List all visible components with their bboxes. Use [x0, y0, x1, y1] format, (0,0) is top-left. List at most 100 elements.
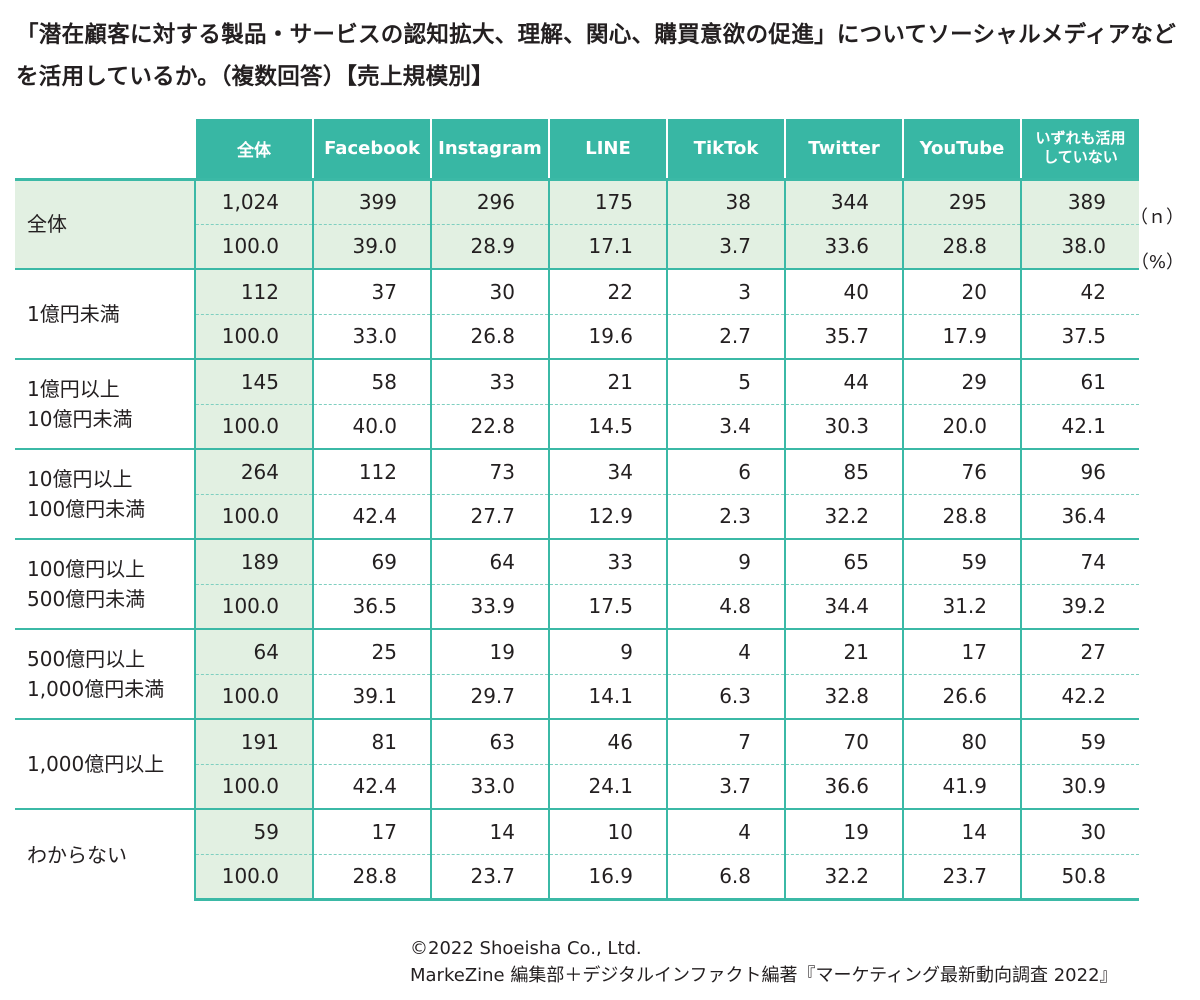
count-cell: 17 — [312, 808, 431, 854]
percent-cell: 4.8 — [666, 583, 785, 629]
percent-cell: 50.8 — [1020, 853, 1139, 901]
count-cell: 344 — [784, 177, 903, 224]
percent-cell: 33.0 — [430, 763, 549, 809]
count-cell: 21 — [784, 628, 903, 674]
row-label: わからない — [15, 808, 195, 899]
count-cell: 399 — [312, 177, 431, 224]
table-row-percent: 100.0 39.0 28.9 17.1 3.7 33.6 28.8 38.0 — [15, 223, 1139, 269]
percent-cell: 32.2 — [784, 853, 903, 901]
count-cell: 64 — [430, 538, 549, 584]
count-cell: 65 — [784, 538, 903, 584]
percent-cell: 36.5 — [312, 583, 431, 629]
percent-cell: 39.1 — [312, 673, 431, 719]
table-row-count: 10億円以上 100億円未満 264 112 73 34 6 85 76 96 — [15, 448, 1139, 539]
count-cell: 25 — [312, 628, 431, 674]
count-cell: 296 — [430, 177, 549, 224]
percent-cell: 100.0 — [194, 223, 313, 269]
count-cell: 80 — [902, 718, 1021, 764]
table-row-percent: 100.0 36.5 33.9 17.5 4.8 34.4 31.2 39.2 — [15, 583, 1139, 629]
percent-cell: 100.0 — [194, 493, 313, 539]
col-header-youtube: YouTube — [902, 119, 1021, 179]
percent-cell: 32.2 — [784, 493, 903, 539]
row-label: 1億円以上 10億円未満 — [15, 358, 195, 449]
percent-cell: 6.3 — [666, 673, 785, 719]
percent-cell: 26.6 — [902, 673, 1021, 719]
table-row-count: 1,000億円以上 191 81 63 46 7 70 80 59 — [15, 718, 1139, 809]
count-cell: 37 — [312, 268, 431, 314]
unit-n-label: （ｎ） — [1130, 207, 1184, 228]
percent-cell: 29.7 — [430, 673, 549, 719]
count-cell: 81 — [312, 718, 431, 764]
row-label: 全体 — [15, 177, 195, 269]
row-label: 1億円未満 — [15, 268, 195, 359]
percent-cell: 3.7 — [666, 223, 785, 269]
percent-cell: 100.0 — [194, 403, 313, 449]
count-cell: 4 — [666, 628, 785, 674]
count-cell: 63 — [430, 718, 549, 764]
count-cell: 21 — [548, 358, 667, 404]
table-row-count: 1億円以上 10億円未満 145 58 33 21 5 44 29 61 — [15, 358, 1139, 449]
count-cell: 33 — [430, 358, 549, 404]
percent-cell: 30.9 — [1020, 763, 1139, 809]
count-cell: 295 — [902, 177, 1021, 224]
count-cell: 19 — [430, 628, 549, 674]
percent-cell: 36.4 — [1020, 493, 1139, 539]
count-cell: 4 — [666, 808, 785, 854]
percent-cell: 19.6 — [548, 313, 667, 359]
table-row-percent: 100.0 42.4 33.0 24.1 3.7 36.6 41.9 30.9 — [15, 763, 1139, 809]
page-title: 「潜在顧客に対する製品・サービスの認知拡大、理解、関心、購買意欲の促進」について… — [16, 22, 1177, 90]
count-cell: 58 — [312, 358, 431, 404]
percent-cell: 37.5 — [1020, 313, 1139, 359]
count-cell: 17 — [902, 628, 1021, 674]
table-row-count: 全体 1,024 399 296 175 38 344 295 389 — [15, 177, 1139, 269]
count-cell: 30 — [1020, 808, 1139, 854]
percent-cell: 41.9 — [902, 763, 1021, 809]
table-row-percent: 100.0 42.4 27.7 12.9 2.3 32.2 28.8 36.4 — [15, 493, 1139, 539]
percent-cell: 2.7 — [666, 313, 785, 359]
col-header-tiktok: TikTok — [666, 119, 785, 179]
col-header-instagram: Instagram — [430, 119, 549, 179]
count-cell: 3 — [666, 268, 785, 314]
percent-cell: 36.6 — [784, 763, 903, 809]
percent-cell: 33.9 — [430, 583, 549, 629]
col-header-facebook: Facebook — [312, 119, 431, 179]
percent-cell: 27.7 — [430, 493, 549, 539]
percent-cell: 14.1 — [548, 673, 667, 719]
percent-cell: 17.5 — [548, 583, 667, 629]
percent-cell: 17.9 — [902, 313, 1021, 359]
table-row-percent: 100.0 28.8 23.7 16.9 6.8 32.2 23.7 50.8 — [15, 853, 1139, 901]
count-cell: 27 — [1020, 628, 1139, 674]
percent-cell: 30.3 — [784, 403, 903, 449]
count-cell: 85 — [784, 448, 903, 494]
percent-cell: 100.0 — [194, 313, 313, 359]
count-cell: 1,024 — [194, 177, 313, 224]
percent-cell: 28.8 — [312, 853, 431, 901]
percent-cell: 100.0 — [194, 673, 313, 719]
percent-cell: 100.0 — [194, 763, 313, 809]
count-cell: 42 — [1020, 268, 1139, 314]
count-cell: 59 — [1020, 718, 1139, 764]
percent-cell: 28.8 — [902, 493, 1021, 539]
row-label: 500億円以上 1,000億円未満 — [15, 628, 195, 719]
percent-cell: 12.9 — [548, 493, 667, 539]
count-cell: 175 — [548, 177, 667, 224]
count-cell: 389 — [1020, 177, 1139, 224]
count-cell: 9 — [548, 628, 667, 674]
count-cell: 30 — [430, 268, 549, 314]
credits: ©2022 Shoeisha Co., Ltd. MarkeZine 編集部＋デ… — [410, 935, 1118, 989]
data-table: 全体 Facebook Instagram LINE TikTok Twitte… — [15, 119, 1139, 901]
percent-cell: 23.7 — [902, 853, 1021, 901]
count-cell: 38 — [666, 177, 785, 224]
count-cell: 40 — [784, 268, 903, 314]
table-row-count: 500億円以上 1,000億円未満 64 25 19 9 4 21 17 27 — [15, 628, 1139, 719]
percent-cell: 42.4 — [312, 493, 431, 539]
table-body: 全体 1,024 399 296 175 38 344 295 389 100.0 39.0 28.9… — [15, 177, 1139, 901]
count-cell: 59 — [902, 538, 1021, 584]
table-row-percent: 100.0 40.0 22.8 14.5 3.4 30.3 20.0 42.1 — [15, 403, 1139, 449]
percent-cell: 42.4 — [312, 763, 431, 809]
col-header-line: LINE — [548, 119, 667, 179]
row-label: 10億円以上 100億円未満 — [15, 448, 195, 539]
percent-cell: 23.7 — [430, 853, 549, 901]
count-cell: 112 — [312, 448, 431, 494]
percent-cell: 17.1 — [548, 223, 667, 269]
